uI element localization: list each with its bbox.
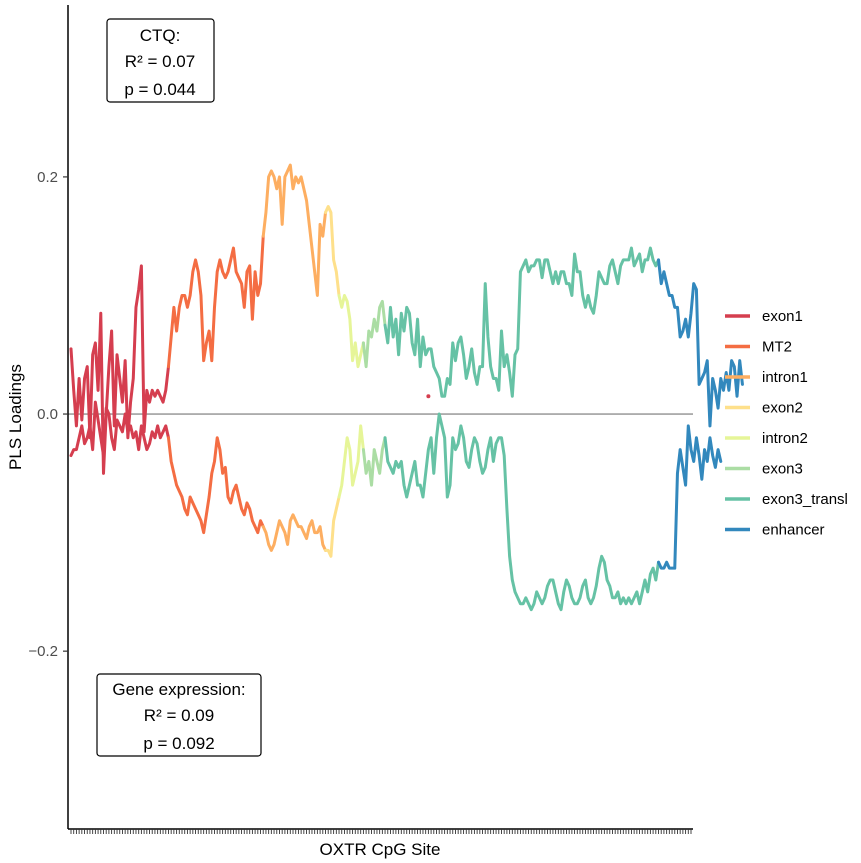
- axes: −0.2 0.0 0.2 OXTR CpG Site PLS Loadings: [6, 5, 693, 859]
- legend-label-intron1: intron1: [762, 369, 808, 386]
- legend-label-MT2: MT2: [762, 339, 792, 356]
- legend-label-exon2: exon2: [762, 400, 803, 417]
- series-gene-expression-line-MT2: [166, 436, 265, 535]
- legend-label-exon3: exon3: [762, 461, 803, 478]
- gene-annotation-box: Gene expression: R² = 0.09 p = 0.092: [96, 673, 262, 757]
- legend-label-exon1: exon1: [762, 308, 803, 325]
- legend: exon1 MT2 intron1 exon2 intron2 exon3 exon3_tr…: [725, 308, 848, 539]
- series-ctq-line-intron1: [261, 163, 327, 297]
- ctq-annotation-title: CTQ:: [140, 26, 181, 45]
- x-ticks: [70, 829, 692, 834]
- series-ctq-line-exon2: [324, 205, 341, 297]
- y-ticks: −0.2 0.0 0.2: [28, 169, 68, 660]
- legend-label-exon3-transl: exon3_transl: [762, 491, 848, 508]
- series-ctq-line-exon3-transl: [383, 246, 661, 398]
- ctq-annotation-r2: R² = 0.07: [125, 52, 195, 71]
- legend-label-intron2: intron2: [762, 430, 808, 447]
- gene-annotation-p: p = 0.092: [143, 734, 214, 753]
- series-ctq-line-MT2: [166, 234, 265, 369]
- y-tick-label: 0.2: [37, 169, 58, 186]
- y-axis-title: PLS Loadings: [6, 364, 25, 470]
- ctq-annotation-p: p = 0.044: [124, 80, 195, 99]
- isolated-data-point: [426, 394, 431, 399]
- series-ctq-line-exon3: [361, 299, 387, 369]
- series-gene-expression-line-intron2: [337, 424, 365, 499]
- legend-label-enhancer: enhancer: [762, 522, 825, 539]
- gene-annotation-r2: R² = 0.09: [144, 706, 214, 725]
- series-ctq-line-enhancer: [657, 258, 744, 428]
- series-ctq-line-exon1: [69, 264, 170, 475]
- series-gene-expression-line-exon3: [361, 436, 387, 487]
- ctq-annotation-box: CTQ: R² = 0.07 p = 0.044: [106, 18, 215, 103]
- annotations: CTQ: R² = 0.07 p = 0.044 Gene expression…: [96, 18, 262, 757]
- y-tick-label: 0.0: [37, 406, 58, 423]
- series-ctq-line-intron2: [337, 293, 365, 369]
- gene-annotation-title: Gene expression:: [112, 680, 245, 699]
- y-tick-label: −0.2: [28, 643, 58, 660]
- series-gene-expression-line-exon3-transl: [383, 412, 661, 612]
- x-axis-title: OXTR CpG Site: [320, 840, 441, 859]
- series-gene-expression-line-intron1: [261, 513, 327, 552]
- plot-area: [68, 163, 744, 612]
- series-gene-expression-line-enhancer: [657, 424, 723, 570]
- series-gene-expression-line-exon2: [324, 495, 341, 558]
- series-gene-expression-line-exon1: [69, 400, 170, 458]
